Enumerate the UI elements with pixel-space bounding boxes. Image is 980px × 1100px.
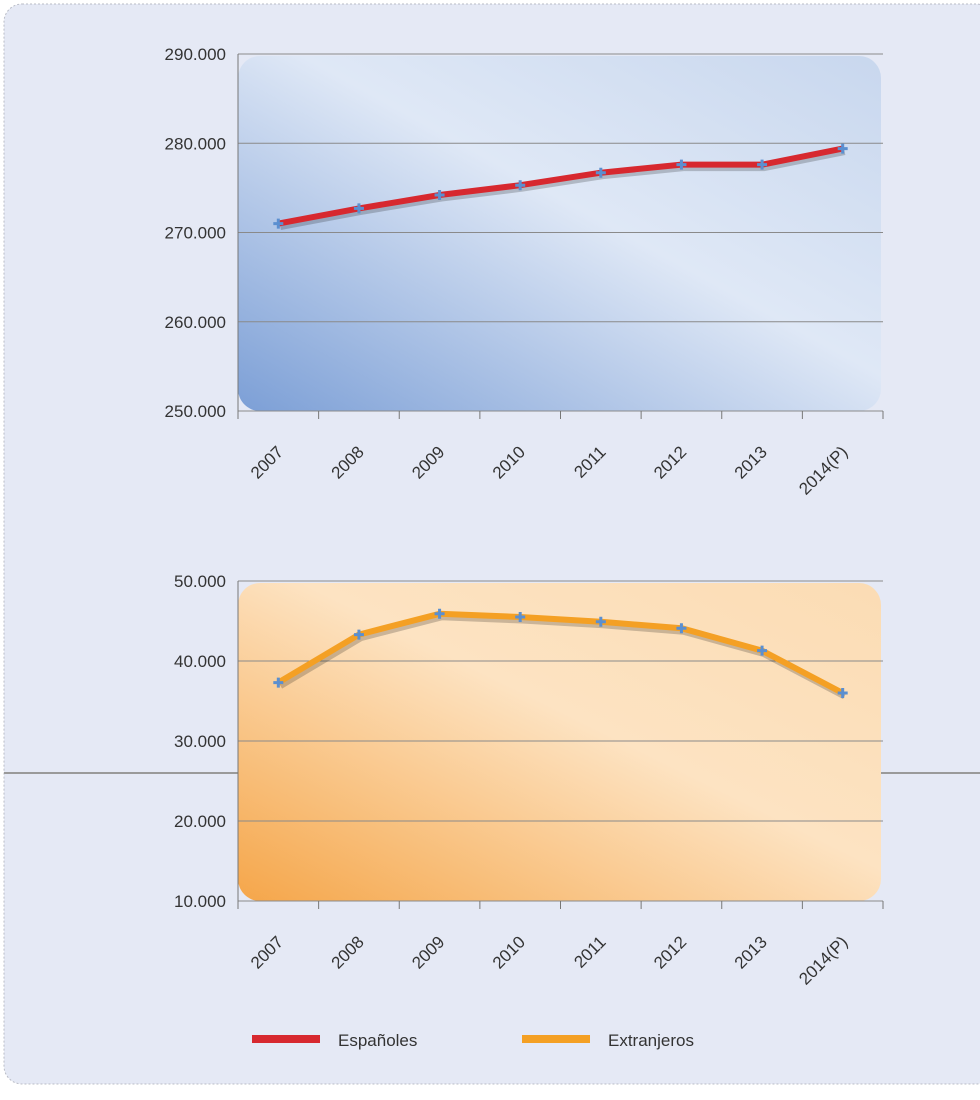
y-tick-label: 250.000 [165, 402, 226, 421]
plot-background [238, 583, 881, 901]
legend-swatch [522, 1035, 590, 1043]
y-tick-label: 260.000 [165, 313, 226, 332]
y-tick-label: 10.000 [174, 892, 226, 911]
y-tick-label: 30.000 [174, 732, 226, 751]
legend-swatch [252, 1035, 320, 1043]
y-tick-label: 20.000 [174, 812, 226, 831]
y-tick-label: 40.000 [174, 652, 226, 671]
y-tick-label: 280.000 [165, 134, 226, 153]
plot-background [238, 56, 881, 411]
legend-label: Extranjeros [608, 1031, 694, 1050]
legend-label: Españoles [338, 1031, 417, 1050]
y-tick-label: 50.000 [174, 572, 226, 591]
y-tick-label: 270.000 [165, 224, 226, 243]
y-tick-label: 290.000 [165, 45, 226, 64]
page: Españoles Extranjeros 250.000 260.000 270.0… [0, 0, 980, 1095]
